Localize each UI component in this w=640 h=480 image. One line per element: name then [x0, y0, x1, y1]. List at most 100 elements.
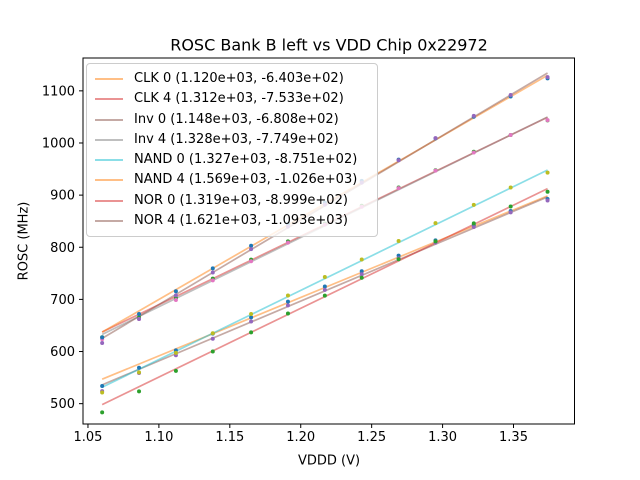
- data-point-nor-0: [100, 410, 105, 415]
- data-point-nand-0: [396, 239, 401, 244]
- y-tick-label: 500: [50, 397, 75, 412]
- data-point-nand-0: [359, 257, 364, 262]
- y-tick-label: 700: [50, 293, 75, 308]
- data-point-nor-4: [137, 316, 142, 321]
- data-point-nor-0: [210, 349, 215, 354]
- legend-entry-nand-4: NAND 4 (1.569e+03, -1.026e+03): [95, 170, 369, 190]
- data-point-inv-0: [322, 287, 327, 292]
- x-tick-label: 1.05: [73, 430, 102, 445]
- data-point-nor-4: [396, 158, 401, 163]
- x-axis-label: VDDD (V): [297, 453, 361, 469]
- axes-frame: [82, 57, 575, 425]
- x-tick-label: 1.20: [286, 430, 315, 445]
- data-point-clk-0: [359, 269, 364, 274]
- data-point-nor-4: [545, 75, 550, 80]
- data-point-nor-4: [173, 293, 178, 298]
- data-point-nand-4: [210, 266, 215, 271]
- data-point-nor-0: [359, 275, 364, 280]
- legend-line-swatch: [95, 138, 123, 141]
- data-point-inv-4: [545, 118, 550, 123]
- data-point-nand-0: [508, 185, 513, 190]
- data-point-inv-0: [545, 198, 550, 203]
- x-tick-label: 1.15: [215, 430, 244, 445]
- data-point-inv-0: [471, 224, 476, 229]
- data-point-nor-0: [396, 257, 401, 262]
- legend-line-swatch: [95, 159, 123, 162]
- data-point-inv-4: [471, 150, 476, 155]
- legend-label: NOR 0 (1.319e+03, -8.999e+02): [134, 192, 348, 208]
- chart-title: ROSC Bank B left vs VDD Chip 0x22972: [170, 35, 488, 55]
- data-point-nor-0: [173, 368, 178, 373]
- y-tick-label: 800: [50, 241, 75, 256]
- data-point-inv-0: [359, 272, 364, 277]
- legend-label: CLK 0 (1.120e+03, -6.403e+02): [134, 71, 344, 86]
- legend-entry-nor-4: NOR 4 (1.621e+03, -1.093e+03): [95, 211, 369, 231]
- data-point-nor-0: [433, 239, 438, 244]
- y-axis-label: ROSC (MHz): [16, 201, 32, 281]
- data-point-inv-4: [285, 240, 290, 245]
- data-point-nand-0: [100, 390, 105, 395]
- data-point-nand-0: [433, 221, 438, 226]
- y-tick-label: 900: [50, 189, 75, 204]
- data-point-nor-4: [100, 341, 105, 346]
- y-tick-label: 1000: [42, 136, 75, 151]
- data-point-inv-4: [249, 259, 254, 264]
- data-point-nand-4: [249, 243, 254, 248]
- data-point-nand-0: [173, 350, 178, 355]
- data-point-nor-4: [508, 92, 513, 97]
- data-point-clk-0: [100, 383, 105, 388]
- legend-line-swatch: [95, 219, 123, 222]
- data-point-inv-0: [285, 303, 290, 308]
- legend-entry-inv-4: Inv 4 (1.328e+03, -7.749e+02): [95, 130, 369, 150]
- data-point-nand-0: [322, 275, 327, 280]
- data-point-nor-4: [249, 247, 254, 252]
- legend-label: NOR 4 (1.621e+03, -1.093e+03): [134, 212, 348, 228]
- data-point-nor-0: [545, 189, 550, 194]
- legend-label: CLK 4 (1.312e+03, -7.533e+02): [134, 91, 344, 107]
- x-tick-label: 1.10: [144, 430, 173, 445]
- legend-line-swatch: [95, 179, 123, 182]
- data-point-nor-0: [285, 311, 290, 316]
- data-point-nor-4: [210, 270, 215, 275]
- data-point-nand-4: [173, 289, 178, 294]
- legend-entry-nor-0: NOR 0 (1.319e+03, -8.999e+02): [95, 191, 369, 211]
- data-point-nor-0: [471, 221, 476, 226]
- data-point-inv-4: [508, 133, 513, 138]
- data-point-inv-0: [508, 210, 513, 215]
- x-tick-label: 1.30: [428, 430, 457, 445]
- data-point-inv-0: [210, 336, 215, 341]
- legend-entry-nand-0: NAND 0 (1.327e+03, -8.751e+02): [95, 150, 369, 170]
- y-tick-label: 600: [50, 345, 75, 360]
- legend-line-swatch: [95, 78, 123, 80]
- data-point-nand-0: [137, 370, 142, 375]
- data-point-clk-0: [285, 299, 290, 304]
- legend-box: CLK 0 (1.120e+03, -6.403e+02) CLK 4 (1.31…: [86, 63, 378, 237]
- data-point-nor-4: [433, 136, 438, 141]
- legend-line-swatch: [95, 199, 123, 202]
- x-tick-label: 1.25: [357, 430, 386, 445]
- data-point-nand-0: [285, 293, 290, 298]
- data-point-nor-0: [249, 330, 254, 335]
- data-point-nor-0: [137, 389, 142, 394]
- data-point-nor-0: [508, 204, 513, 209]
- y-tick-label: 1100: [42, 84, 75, 99]
- data-point-nor-0: [322, 293, 327, 298]
- legend-entry-clk-0: CLK 0 (1.120e+03, -6.403e+02): [95, 69, 369, 89]
- data-point-clk-0: [249, 315, 254, 320]
- data-point-nor-4: [471, 113, 476, 118]
- data-point-nand-4: [137, 312, 142, 317]
- data-point-inv-0: [249, 319, 254, 324]
- legend-label: Inv 0 (1.148e+03, -6.808e+02): [134, 111, 339, 127]
- legend-label: Inv 4 (1.328e+03, -7.749e+02): [134, 131, 339, 147]
- legend-line-swatch: [95, 118, 123, 121]
- data-point-nand-0: [545, 170, 550, 175]
- legend-label: NAND 4 (1.569e+03, -1.026e+03): [134, 172, 358, 188]
- legend-line-swatch: [95, 98, 123, 101]
- data-point-nand-0: [249, 312, 254, 317]
- data-point-inv-4: [173, 298, 178, 303]
- data-point-inv-4: [433, 168, 438, 173]
- data-point-inv-4: [210, 278, 215, 283]
- legend-entry-inv-0: Inv 0 (1.148e+03, -6.808e+02): [95, 110, 369, 130]
- data-point-nand-4: [100, 335, 105, 340]
